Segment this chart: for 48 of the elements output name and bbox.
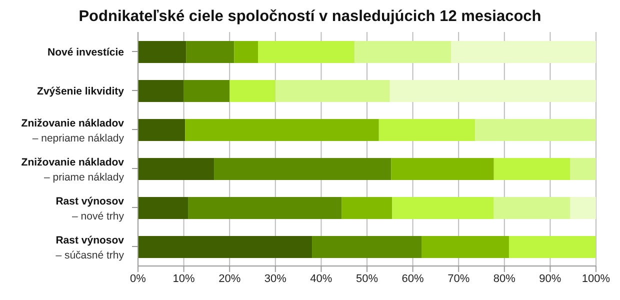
bar [570,197,596,219]
bar [138,236,312,258]
y-tick-label: Rast výnosov – nové trhy [56,196,125,222]
bar [184,80,230,102]
bar [186,41,234,63]
bar [138,158,214,180]
bar [138,119,186,141]
x-tick-label: 80% [493,272,516,285]
bar [312,236,422,258]
y-tick-label: Rast výnosov – súčasné trhy [56,234,125,262]
bar [342,197,392,219]
bar [422,236,509,258]
x-tick-label: 40% [310,272,332,285]
bar [185,119,379,141]
y-tick-label: Zvýšenie likvidity [37,86,124,98]
bar [258,41,355,63]
x-tick-label: 0% [130,272,146,285]
bar [138,80,184,102]
bar [451,41,596,63]
x-tick-label: 90% [539,272,562,285]
bar [275,80,390,102]
bar [230,80,276,102]
x-tick-label: 20% [218,272,241,285]
bar [138,41,186,63]
bar [570,158,596,180]
bar [494,197,570,219]
x-tick-label: 50% [356,272,378,285]
y-tick-label: Znižovanie nákladov – nepriame náklady [21,118,125,144]
bar [391,158,494,180]
x-tick-label: 60% [402,272,424,285]
bar [392,197,494,219]
y-tick-label: Znižovanie nákladov – priame náklady [21,156,125,184]
bar [378,119,476,141]
x-tick-label: 100% [582,272,610,285]
y-tick-label: Nové investície [48,46,124,58]
x-tick-label: 10% [172,272,196,285]
chart-title: Podnikateľské ciele spoločností v nasledujúcich 12 mesiacoch [78,8,542,26]
x-tick-label: 30% [264,272,287,285]
bar [475,119,596,141]
bar [494,158,570,180]
bar [214,158,392,180]
bar [508,236,596,258]
x-tick-label: 70% [448,272,470,285]
bar [354,41,452,63]
bar [234,41,258,63]
bar [138,197,188,219]
bar [188,197,342,219]
bar [390,80,596,102]
